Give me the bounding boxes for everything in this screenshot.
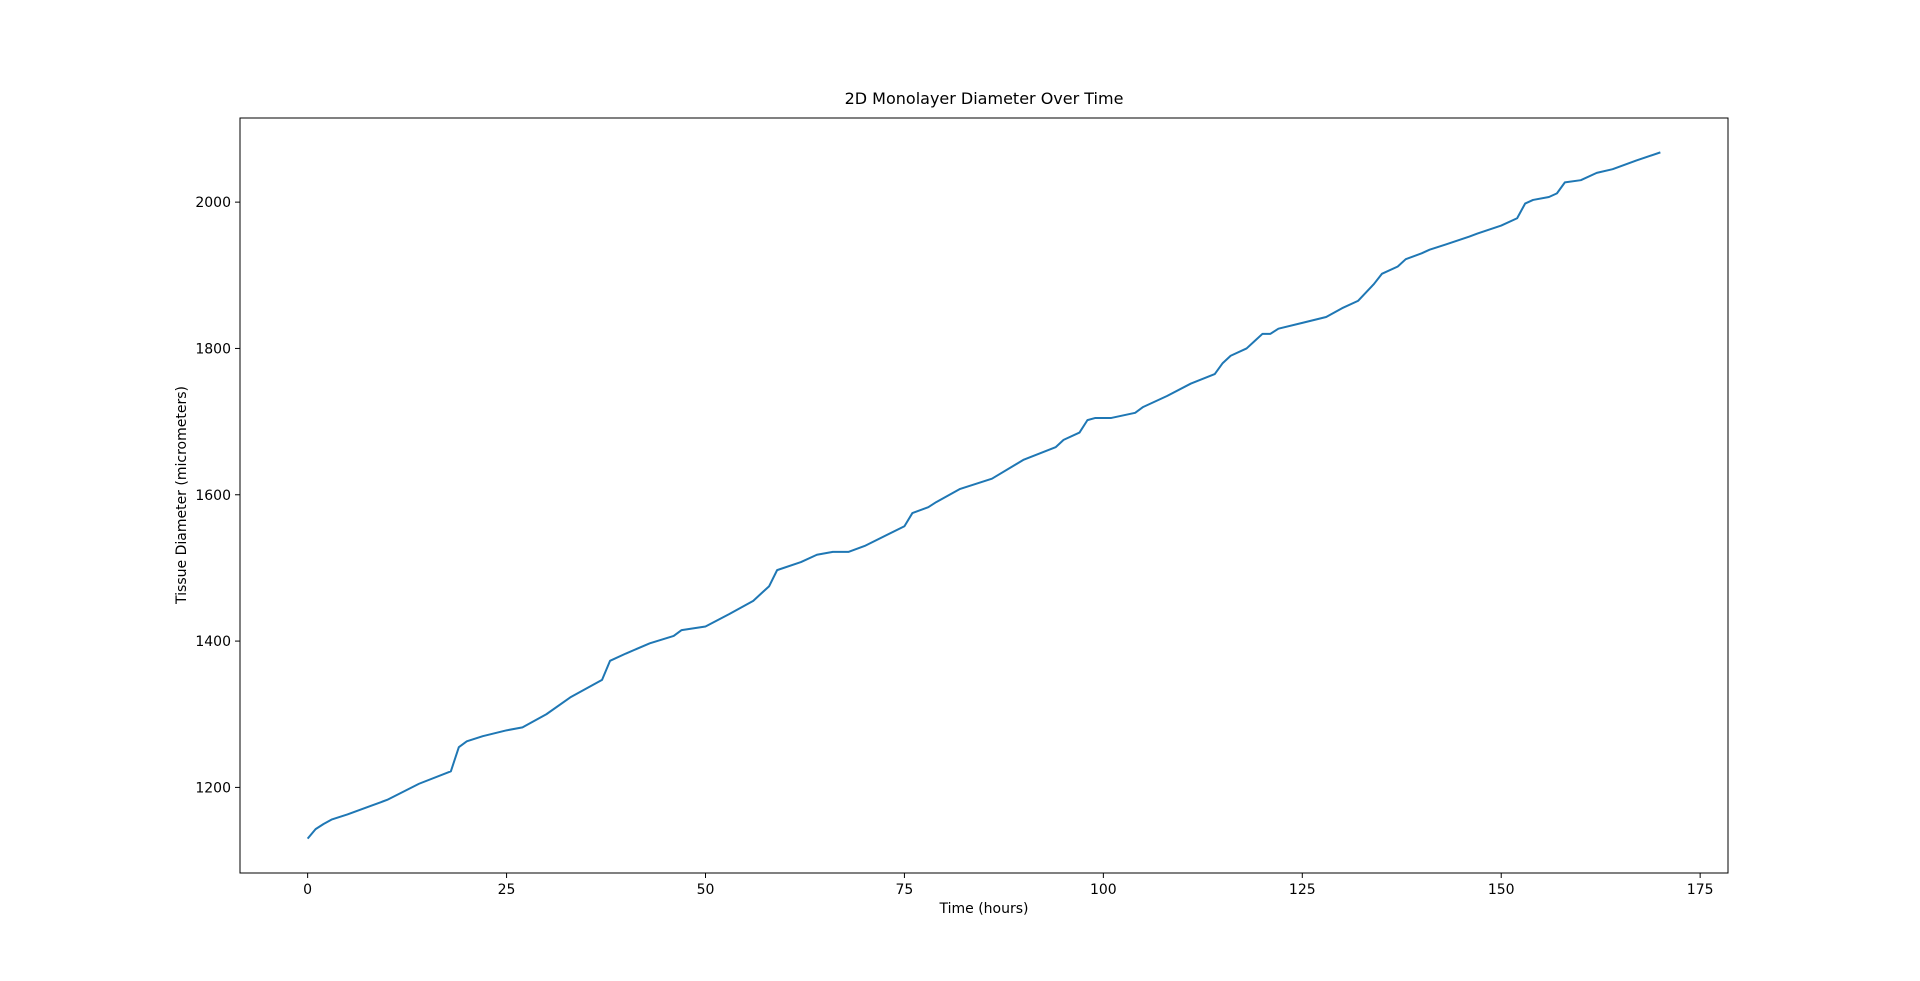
plot-frame [239,117,1729,874]
y-tick-label: 2000 [195,195,231,211]
x-tick-label: 150 [1488,882,1515,898]
x-tick-label: 175 [1687,882,1714,898]
data-line [306,151,1661,840]
chart-title: 2D Monolayer Diameter Over Time [845,89,1124,108]
y-tick-label: 1800 [195,341,231,357]
y-tick-label: 1400 [195,634,231,650]
x-axis-label: Time (hours) [939,901,1029,917]
x-tick-label: 125 [1289,882,1316,898]
y-tick-label: 1200 [195,780,231,796]
y-tick-label: 1600 [195,488,231,504]
x-tick-label: 25 [498,882,516,898]
x-tick-label: 50 [697,882,715,898]
x-tick-label: 100 [1090,882,1117,898]
y-axis-label: Tissue Diameter (micrometers) [174,386,190,605]
x-tick-label: 75 [896,882,914,898]
x-tick-label: 0 [303,882,312,898]
